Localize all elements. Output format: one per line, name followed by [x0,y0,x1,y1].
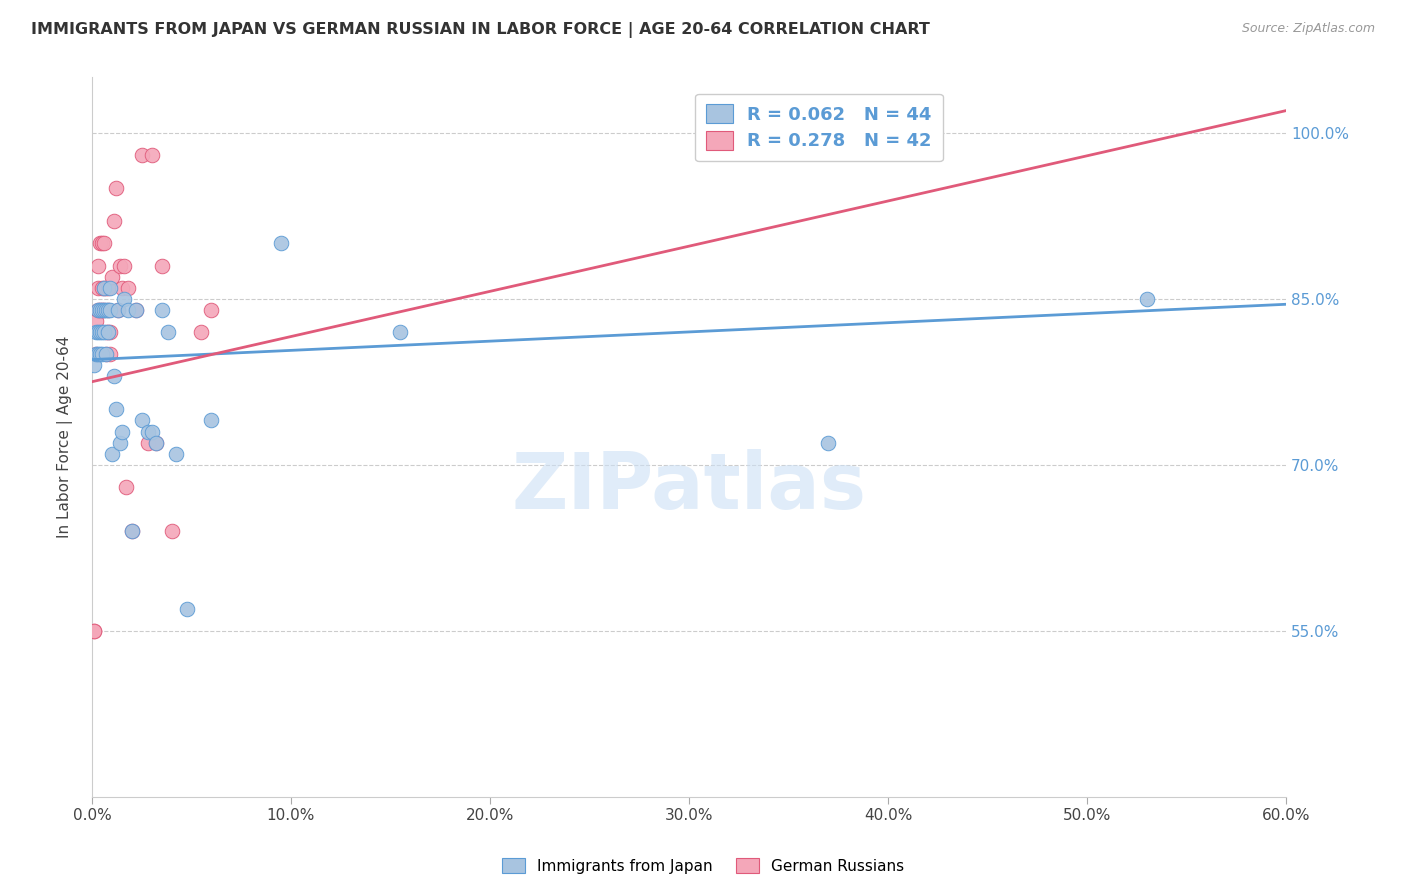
Y-axis label: In Labor Force | Age 20-64: In Labor Force | Age 20-64 [58,336,73,538]
Point [190,325,212,339]
Point [97,302,120,317]
Point [93,281,115,295]
Point [114,480,136,494]
Point [83,358,105,372]
Point [101,447,124,461]
Point [108,435,131,450]
Point [87,302,110,317]
Point [156,325,179,339]
Point [97,302,120,317]
Point [103,214,125,228]
Point [98,281,121,295]
Point [111,281,134,295]
Point [83,624,105,638]
Point [125,302,148,317]
Point [136,425,159,439]
Point [94,281,117,295]
Point [136,435,159,450]
Point [87,281,110,295]
Text: IMMIGRANTS FROM JAPAN VS GERMAN RUSSIAN IN LABOR FORCE | AGE 20-64 CORRELATION C: IMMIGRANTS FROM JAPAN VS GERMAN RUSSIAN … [31,22,929,38]
Point [84,325,107,339]
Point [270,236,292,251]
Point [93,281,115,295]
Point [93,302,115,317]
Legend: R = 0.062   N = 44, R = 0.278   N = 42: R = 0.062 N = 44, R = 0.278 N = 42 [695,94,942,161]
Point [121,524,143,538]
Text: Source: ZipAtlas.com: Source: ZipAtlas.com [1241,22,1375,36]
Point [97,325,120,339]
Point [93,236,115,251]
Point [83,624,105,638]
Point [94,347,117,361]
Point [111,425,134,439]
Point [131,148,153,162]
Point [145,435,167,450]
Point [90,347,112,361]
Point [84,314,107,328]
Point [94,325,117,339]
Point [87,325,110,339]
Point [112,292,135,306]
Point [84,347,107,361]
Point [121,524,143,538]
Point [98,347,121,361]
Point [131,413,153,427]
Point [145,435,167,450]
Point [150,259,173,273]
Point [90,325,112,339]
Point [125,302,148,317]
Point [117,281,139,295]
Point [108,259,131,273]
Point [98,325,121,339]
Point [90,236,112,251]
Text: ZIPatlas: ZIPatlas [512,450,866,525]
Point [817,435,839,450]
Point [87,347,110,361]
Point [90,302,112,317]
Point [97,325,120,339]
Point [103,369,125,384]
Point [98,302,121,317]
Point [107,302,129,317]
Point [93,325,115,339]
Point [90,302,112,317]
Point [104,181,127,195]
Point [141,425,163,439]
Point [101,269,124,284]
Point [141,148,163,162]
Point [1136,292,1159,306]
Point [150,302,173,317]
Point [84,347,107,361]
Point [117,302,139,317]
Point [104,402,127,417]
Point [389,325,412,339]
Point [87,302,110,317]
Point [89,325,111,339]
Point [90,281,112,295]
Point [200,302,222,317]
Point [93,302,115,317]
Point [87,259,110,273]
Point [94,347,117,361]
Point [200,413,222,427]
Point [97,281,120,295]
Point [89,302,111,317]
Point [176,601,198,615]
Point [165,447,187,461]
Point [160,524,183,538]
Point [112,259,135,273]
Point [107,302,129,317]
Point [89,236,111,251]
Point [94,302,117,317]
Point [89,347,111,361]
Legend: Immigrants from Japan, German Russians: Immigrants from Japan, German Russians [496,852,910,880]
Point [89,302,111,317]
